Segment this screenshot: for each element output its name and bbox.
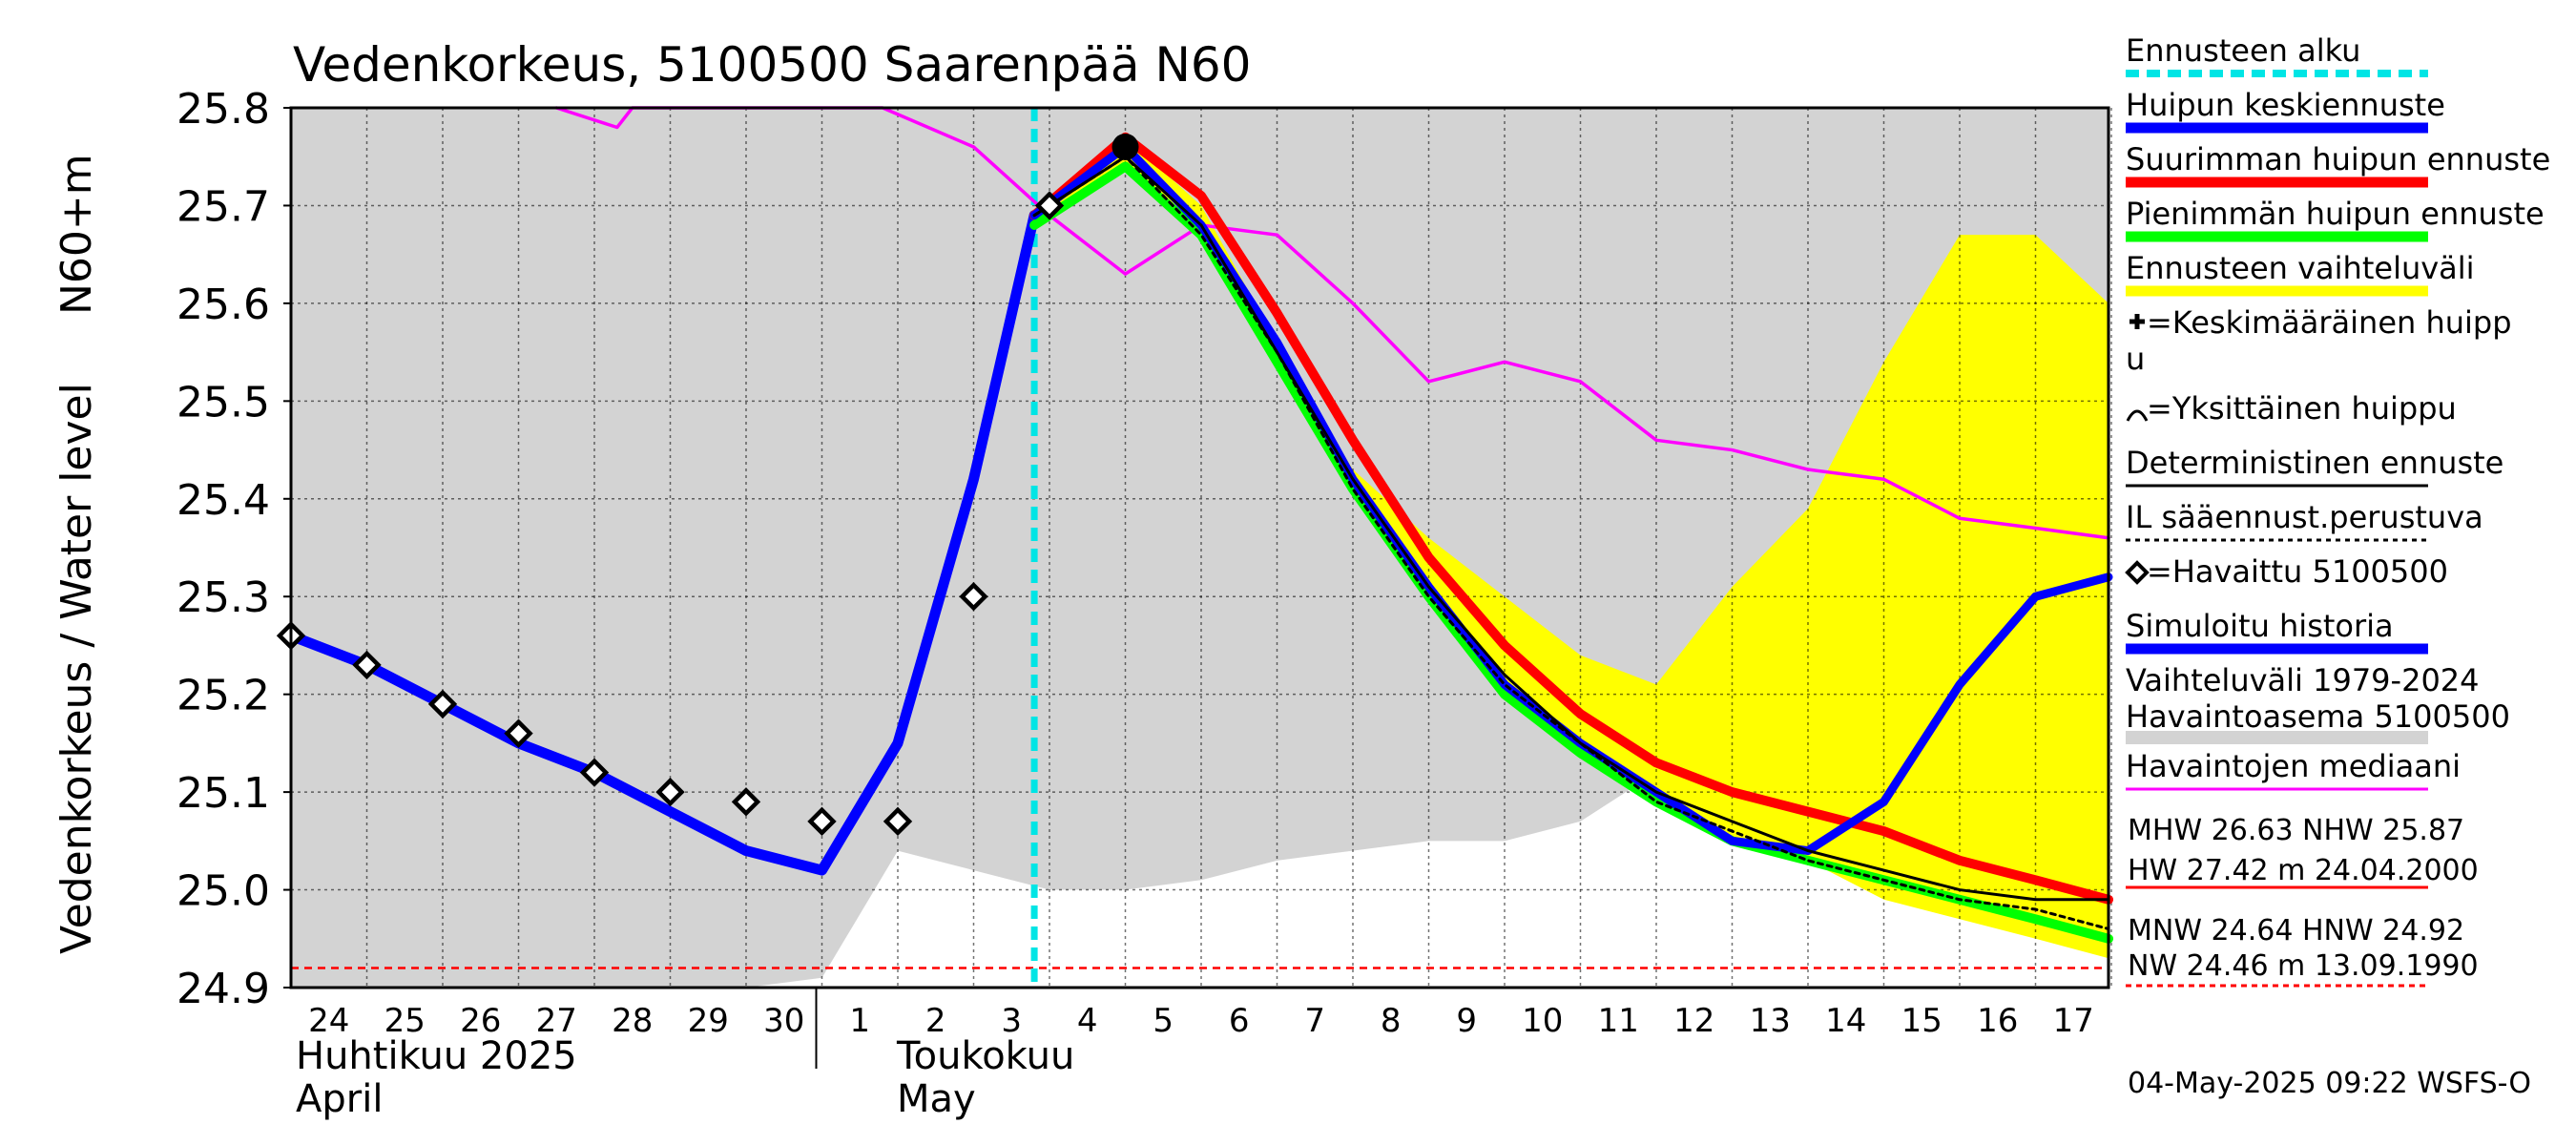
legend: Ennusteen alku Huipun keskiennuste Suurimm… bbox=[2125, 32, 2550, 988]
y-tick-label: 25.6 bbox=[177, 281, 270, 329]
series-deterministinen-ennuste bbox=[1032, 155, 2110, 902]
legend-label: =Keskimääräinen huipp bbox=[2147, 304, 2512, 341]
x-tick-label: 5 bbox=[1153, 1002, 1174, 1040]
x-tick-label: 28 bbox=[612, 1002, 653, 1040]
legend-label: Huipun keskiennuste bbox=[2126, 87, 2445, 123]
observed-point bbox=[655, 777, 685, 807]
legend-item: =Yksittäinen huippu bbox=[2126, 390, 2457, 427]
x-tick-label: 12 bbox=[1673, 1002, 1714, 1040]
x-tick-label: 6 bbox=[1229, 1002, 1250, 1040]
legend-item: Vaihteluväli 1979-2024 Havaintoasema 510… bbox=[2126, 662, 2510, 744]
legend-label: Vaihteluväli 1979-2024 bbox=[2126, 662, 2480, 698]
x-tick-label: 10 bbox=[1522, 1002, 1563, 1040]
legend-label: Simuloitu historia bbox=[2126, 608, 2394, 644]
legend-label: =Yksittäinen huippu bbox=[2147, 390, 2457, 427]
legend-label: Havaintojen mediaani bbox=[2126, 748, 2461, 784]
observed-point bbox=[504, 718, 533, 748]
x-tick-label: 17 bbox=[2053, 1002, 2094, 1040]
x-tick-label: 25 bbox=[384, 1002, 426, 1040]
stats-line-4: NW 24.46 m 13.09.1990 bbox=[2128, 949, 2479, 983]
legend-label: IL sääennust.perustuva bbox=[2126, 499, 2483, 535]
legend-label-2: Havaintoasema 5100500 bbox=[2126, 698, 2510, 735]
legend-diamond-symbol bbox=[2125, 560, 2150, 585]
y-axis-label: Vedenkorkeus / Water level bbox=[52, 383, 101, 954]
forecast-range-band bbox=[1034, 136, 2109, 959]
x-tick-label: 4 bbox=[1077, 1002, 1098, 1040]
chart-title: Vedenkorkeus, 5100500 Saarenpää N60 bbox=[293, 37, 1252, 93]
footer-timestamp: 04-May-2025 09:22 WSFS-O bbox=[2128, 1067, 2531, 1100]
observed-point bbox=[883, 806, 913, 837]
legend-item: Suurimman huipun ennuste bbox=[2126, 141, 2550, 188]
series-suurimman-huipun-ennuste bbox=[1029, 132, 2113, 905]
x-tick-label: 30 bbox=[763, 1002, 804, 1040]
month-label-may-fi: Toukokuu bbox=[896, 1034, 1074, 1078]
legend-label: Suurimman huipun ennuste bbox=[2126, 141, 2550, 177]
series-simuloitu-historia bbox=[285, 210, 1040, 876]
x-tick-label: 24 bbox=[308, 1002, 349, 1040]
legend-label: =Havaittu 5100500 bbox=[2147, 553, 2448, 590]
plot-area bbox=[276, 106, 2113, 989]
legend-item: Simuloitu historia bbox=[2126, 608, 2428, 655]
legend-label-2: u bbox=[2126, 341, 2145, 377]
plot-frame bbox=[289, 106, 2110, 989]
legend-item: Huipun keskiennuste bbox=[2126, 87, 2445, 134]
x-tick-label: 8 bbox=[1381, 1002, 1402, 1040]
observed-point bbox=[1034, 191, 1065, 220]
axes: 25.8 25.7 25.6 25.5 25.4 25.3 25.2 25.1 25.0 24.9… bbox=[177, 85, 2110, 1069]
x-tick-label: 7 bbox=[1304, 1002, 1325, 1040]
legend-item: Ennusteen vaihteluväli bbox=[2126, 250, 2475, 297]
observed-point bbox=[427, 689, 458, 719]
month-label-may-en: May bbox=[897, 1077, 976, 1121]
x-tick-label: 14 bbox=[1825, 1002, 1866, 1040]
y-tick-label: 25.2 bbox=[177, 672, 270, 720]
legend-item: IL sääennust.perustuva bbox=[2126, 499, 2483, 542]
x-tick-label: 26 bbox=[460, 1002, 501, 1040]
y-tick-label: 25.5 bbox=[177, 378, 270, 427]
legend-label: Pienimmän huipun ennuste bbox=[2126, 196, 2545, 232]
observed-point bbox=[959, 582, 988, 612]
legend-item: Havaintojen mediaani bbox=[2126, 748, 2461, 791]
stats-line-2: HW 27.42 m 24.04.2000 bbox=[2128, 854, 2479, 887]
y-tick-label: 25.8 bbox=[177, 85, 270, 134]
x-tick-label: 1 bbox=[849, 1002, 870, 1040]
x-tick-label: 27 bbox=[536, 1002, 577, 1040]
peak-marker bbox=[1111, 133, 1139, 160]
x-tick-label: 15 bbox=[1901, 1002, 1942, 1040]
stats-line-3: MNW 24.64 HNW 24.92 bbox=[2128, 914, 2464, 947]
y-tick-label: 25.0 bbox=[177, 867, 270, 916]
month-label-april-en: April bbox=[296, 1077, 383, 1121]
series-havaintojen-mediaani bbox=[554, 106, 2110, 540]
legend-item: =Havaittu 5100500 bbox=[2125, 553, 2448, 590]
y-axis-unit-label: N60+m bbox=[52, 154, 101, 315]
legend-label: Ennusteen alku bbox=[2126, 32, 2360, 69]
observed-point bbox=[807, 806, 837, 837]
x-tick-label: 2 bbox=[925, 1002, 946, 1040]
legend-label: Deterministinen ennuste bbox=[2126, 445, 2503, 481]
legend-item: Deterministinen ennuste bbox=[2126, 445, 2503, 488]
legend-item: Pienimmän huipun ennuste bbox=[2126, 196, 2545, 242]
observed-point bbox=[579, 758, 610, 787]
x-tick-label: 11 bbox=[1598, 1002, 1639, 1040]
observed-point bbox=[352, 650, 382, 680]
legend-arc-symbol bbox=[2126, 409, 2149, 422]
x-tick-label: 3 bbox=[1001, 1002, 1022, 1040]
y-tick-label: 24.9 bbox=[177, 965, 270, 1013]
legend-item: =Keskimääräinen huippu bbox=[2126, 304, 2512, 377]
legend-item: Ennusteen alku bbox=[2126, 32, 2428, 77]
stats-line-1: MHW 26.63 NHW 25.87 bbox=[2128, 814, 2464, 847]
y-tick-label: 25.3 bbox=[177, 573, 270, 622]
legend-label: Ennusteen vaihteluväli bbox=[2126, 250, 2475, 286]
y-tick-label: 25.4 bbox=[177, 476, 270, 525]
observed-point bbox=[731, 787, 761, 817]
x-tick-label: 13 bbox=[1750, 1002, 1791, 1040]
legend-swatch bbox=[2126, 731, 2428, 744]
month-label-april-fi: Huhtikuu 2025 bbox=[296, 1034, 577, 1078]
x-tick-label: 29 bbox=[688, 1002, 729, 1040]
series-il-s-ennust-perustuva bbox=[1032, 155, 2110, 931]
x-tick-label: 9 bbox=[1456, 1002, 1477, 1040]
y-tick-label: 25.1 bbox=[177, 769, 270, 818]
y-tick-label: 25.7 bbox=[177, 182, 270, 231]
x-tick-label: 16 bbox=[1977, 1002, 2018, 1040]
